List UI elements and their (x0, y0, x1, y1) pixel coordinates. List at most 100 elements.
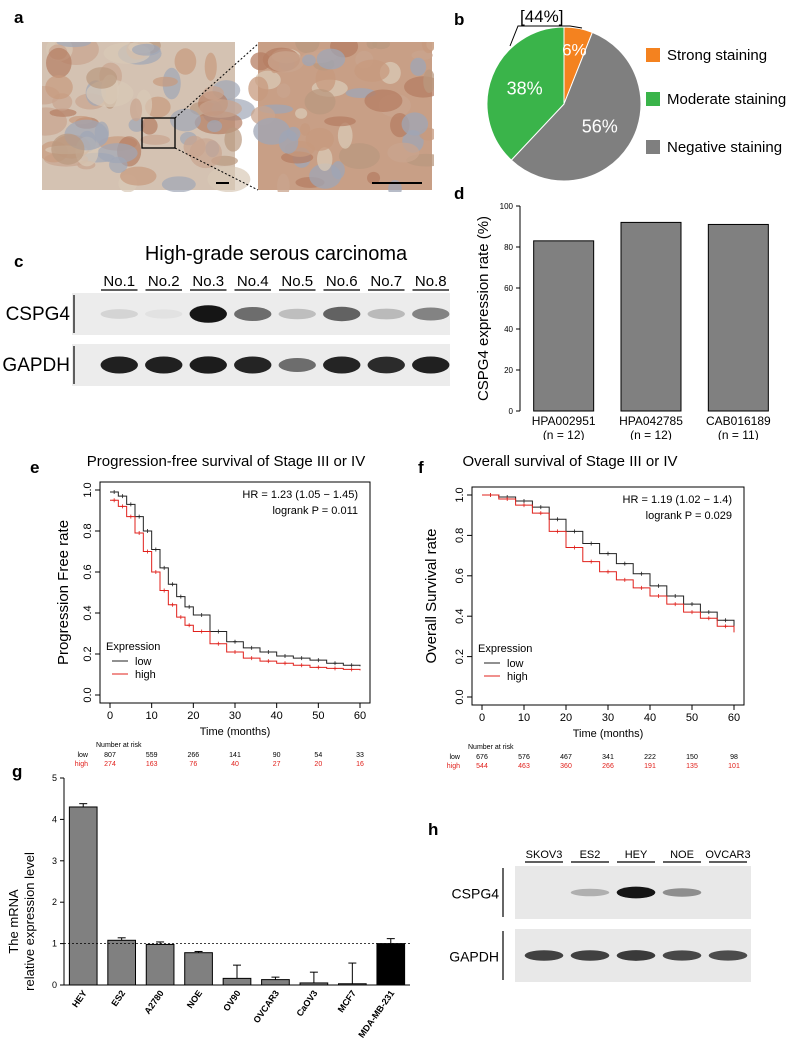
y-tick-label: 0.0 (454, 689, 466, 704)
blot-lanes: No.1 No.2 No.3 No.4 No.5 No.6 No.7 No.8 (101, 273, 449, 291)
tissue-texture (315, 65, 336, 93)
legend-swatch (646, 48, 660, 62)
pie-slice-label: 6% (562, 41, 587, 60)
lane-label: No.2 (148, 273, 180, 290)
blot-band (708, 950, 748, 961)
zoom-box (141, 117, 176, 149)
risk-count: 90 (273, 752, 281, 759)
censor-mark (199, 629, 204, 634)
risk-table-header: Number at risk (468, 744, 514, 751)
x-tick-label: NOE (185, 988, 204, 1010)
censor-mark (170, 582, 175, 587)
bar (145, 943, 175, 986)
censor-mark (233, 639, 237, 644)
censor-mark (572, 545, 577, 550)
tissue-texture (131, 43, 161, 56)
pie-bracket-line (509, 25, 583, 47)
panel-d-letter: d (454, 184, 465, 203)
censor-mark (266, 649, 271, 654)
x-tick-label: 30 (602, 712, 614, 724)
tissue-texture (295, 108, 308, 119)
blot-band (662, 950, 702, 961)
censor-mark (622, 561, 627, 566)
km-curve-high (482, 494, 735, 633)
km-title: Progression-free survival of Stage III o… (87, 453, 365, 470)
censor-mark (283, 654, 287, 659)
risk-count: 163 (146, 761, 158, 768)
blot-band (616, 886, 656, 899)
censor-mark (538, 505, 543, 510)
mrna-expression-chart: 0 1 2 3 4 5 The mRNA relative expression level H… (6, 773, 410, 1040)
hr-text: HR = 1.19 (1.02 − 1.4) (623, 494, 732, 506)
tissue-texture (45, 75, 73, 100)
censor-mark (216, 629, 221, 634)
censor-mark (349, 663, 354, 668)
lane-label: No.6 (326, 273, 358, 290)
censor-mark (522, 503, 526, 508)
risk-row-name: high (447, 763, 460, 770)
tissue-texture (109, 156, 128, 174)
y-tick-label: 2 (52, 897, 57, 907)
legend-label: low (507, 658, 524, 670)
tissue-texture (204, 52, 217, 81)
tissue-texture (120, 166, 157, 186)
tissue-texture (302, 54, 316, 67)
censor-mark (522, 499, 526, 504)
censor-mark (187, 604, 192, 609)
lane-label: HEY (625, 849, 648, 861)
censor-mark (316, 665, 321, 670)
tissue-texture (140, 134, 171, 145)
tissue-texture (189, 138, 222, 169)
tissue-texture (410, 57, 427, 76)
y-axis-label-line2: relative expression level (22, 852, 37, 991)
y-axis-label-line1: The mRNA (6, 889, 21, 954)
western-blot-cell-lines: SKOV3 ES2 HEY NOE OVCAR3 CSPG4 GAPDH (449, 849, 751, 982)
y-tick-label: 0.0 (82, 687, 94, 702)
bar (299, 982, 329, 986)
bar (376, 943, 406, 986)
risk-count: 360 (560, 763, 572, 770)
blot-band (367, 308, 405, 320)
lane-label: SKOV3 (526, 849, 563, 861)
tissue-texture (401, 112, 429, 136)
censor-mark (199, 613, 204, 618)
y-tick-label: 60 (504, 284, 513, 293)
censor-mark (145, 549, 150, 554)
censor-mark (589, 559, 594, 564)
lane-label: NOE (670, 849, 694, 861)
tissue-texture (354, 59, 390, 82)
blot-band (570, 888, 610, 897)
tissue-texture (305, 127, 334, 151)
tissue-texture (267, 51, 304, 73)
panel-e-letter: e (30, 458, 40, 477)
x-tick-label: 40 (271, 710, 283, 722)
blot-band (323, 306, 361, 322)
censor-mark (488, 493, 493, 497)
legend-label: Moderate staining (667, 91, 786, 108)
tissue-texture (248, 76, 269, 102)
tissue-texture (141, 117, 158, 135)
staining-pie-chart: 6% 56% 38% [44%] Strong staining Moderate sta… (486, 7, 786, 182)
tissue-texture (309, 163, 342, 189)
panel-g-letter: g (12, 762, 23, 781)
risk-count: 150 (686, 754, 698, 761)
risk-row-name: low (449, 754, 460, 761)
blot-band (189, 305, 227, 323)
censor-mark (162, 588, 167, 593)
censor-mark (639, 585, 644, 590)
y-tick-label: 4 (52, 814, 57, 824)
blot-band (662, 888, 702, 897)
bar (620, 221, 682, 412)
y-axis-label: Progression Free rate (55, 520, 72, 665)
risk-count: 141 (229, 752, 241, 759)
panel-h-letter: h (428, 820, 439, 839)
risk-row-name: high (75, 761, 88, 768)
censor-mark (572, 529, 577, 534)
tissue-texture (316, 48, 346, 70)
y-tick-label: 1.0 (454, 487, 466, 502)
risk-count: 807 (104, 752, 116, 759)
risk-count: 467 (560, 754, 572, 761)
y-tick-label: 0.8 (454, 528, 466, 543)
censor-mark (505, 497, 510, 502)
blot-band (412, 356, 450, 374)
